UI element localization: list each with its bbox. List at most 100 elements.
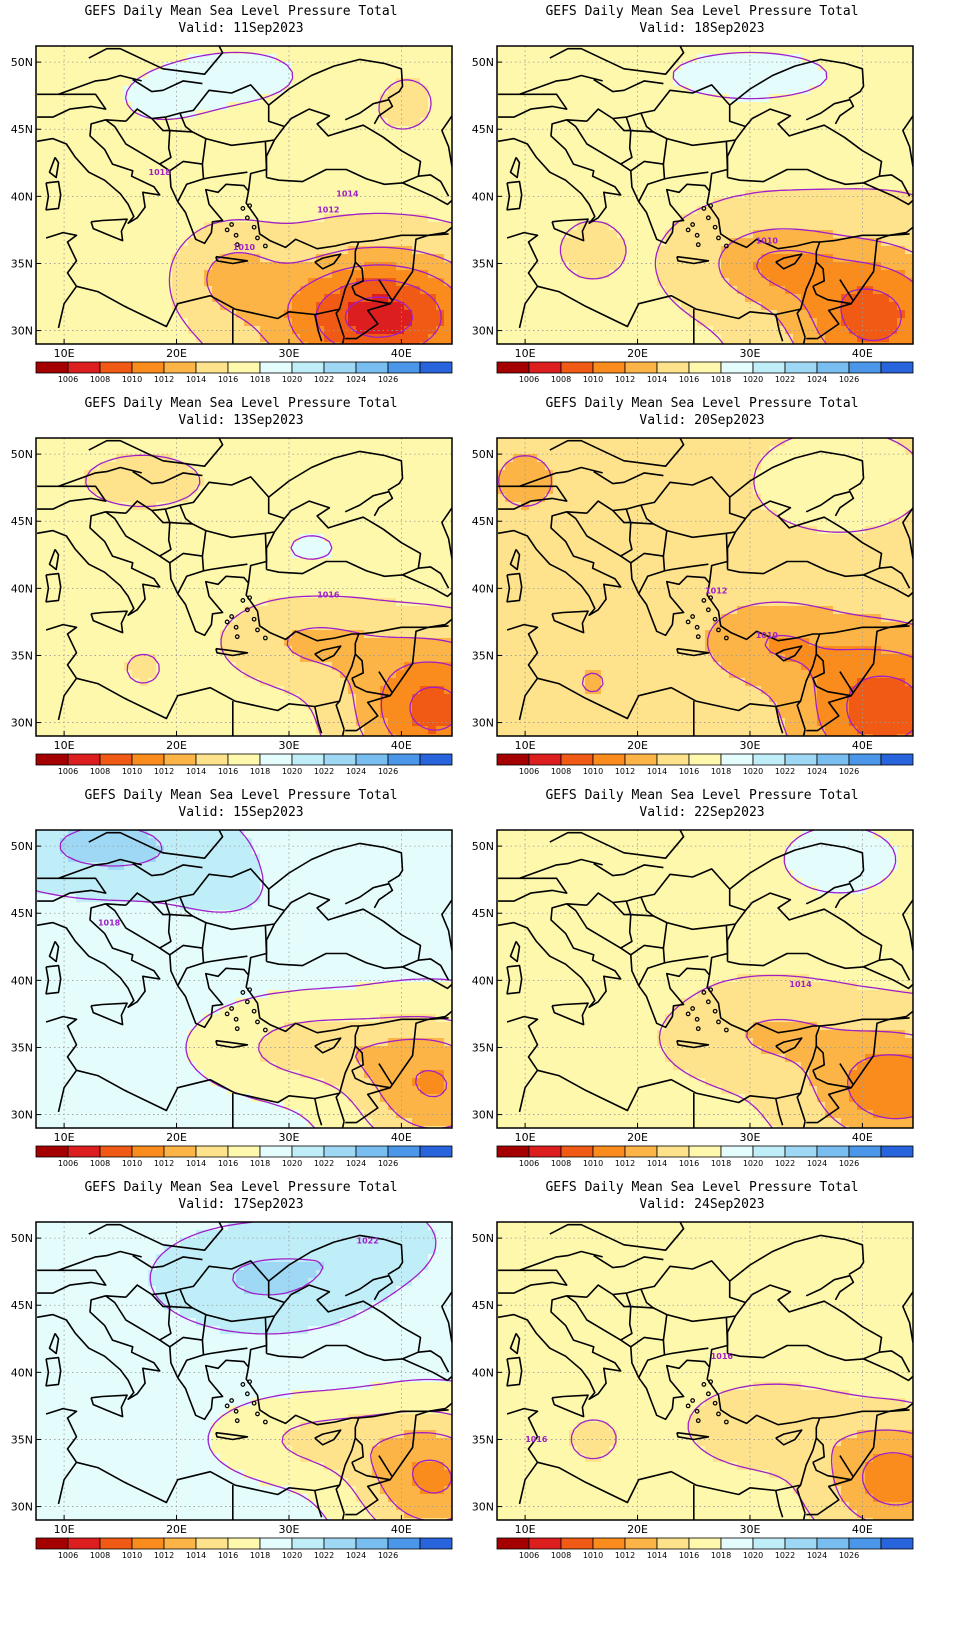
colorbar-swatch <box>387 753 421 766</box>
lon-tick-label: 30E <box>739 347 760 360</box>
lat-tick-label: 30N <box>472 717 494 730</box>
colorbar-swatch <box>720 1145 754 1158</box>
colorbar-label: 1010 <box>122 375 142 384</box>
graticule <box>36 830 452 1128</box>
colorbar-swatch <box>163 1537 197 1550</box>
graticule <box>497 46 913 344</box>
colorbar-label: 1022 <box>314 1159 334 1168</box>
graticule <box>36 1222 452 1520</box>
colorbar-label: 1012 <box>154 767 174 776</box>
colorbar-label: 1006 <box>58 375 78 384</box>
lat-tick-label: 40N <box>11 582 33 595</box>
colorbar-swatch <box>195 753 229 766</box>
graticule <box>497 830 913 1128</box>
colorbar-label: 1022 <box>775 1159 795 1168</box>
colorbar-label: 1008 <box>90 767 110 776</box>
colorbar-swatch <box>355 1537 389 1550</box>
colorbar-swatch <box>752 1145 786 1158</box>
panel-title: GEFS Daily Mean Sea Level Pressure Total <box>84 4 398 19</box>
colorbar-swatch <box>35 1537 69 1550</box>
lon-tick-label: 30E <box>278 739 299 752</box>
colorbar-swatch <box>528 1145 562 1158</box>
lat-tick-label: 40N <box>472 1366 494 1379</box>
lon-tick-label: 20E <box>627 1523 648 1536</box>
colorbar-swatch <box>784 361 818 374</box>
lat-tick-label: 40N <box>11 1366 33 1379</box>
colorbar-swatch <box>720 753 754 766</box>
colorbar-label: 1006 <box>519 375 539 384</box>
colorbar-label: 1008 <box>90 1159 110 1168</box>
isobar-label: 1010 <box>756 236 779 245</box>
colorbar-label: 1014 <box>186 1159 206 1168</box>
lon-tick-label: 10E <box>515 347 536 360</box>
colorbar-swatch <box>816 361 850 374</box>
lat-tick-label: 35N <box>11 1041 33 1054</box>
colorbar-swatch <box>560 361 594 374</box>
pressure-fill <box>36 46 452 344</box>
colorbar-swatch <box>227 1537 261 1550</box>
coastlines-borders <box>36 46 452 344</box>
colorbar-swatch <box>195 361 229 374</box>
isobar-label: 1016 <box>711 1352 734 1361</box>
lon-tick-label: 30E <box>278 1523 299 1536</box>
colorbar-swatch <box>784 1537 818 1550</box>
colorbar-swatch <box>163 753 197 766</box>
lat-tick-label: 45N <box>11 515 33 528</box>
colorbar-swatch <box>67 1537 101 1550</box>
lon-tick-label: 20E <box>166 1523 187 1536</box>
lat-tick-label: 50N <box>472 56 494 69</box>
colorbar-swatch <box>560 1537 594 1550</box>
colorbar-label: 1012 <box>615 1551 635 1560</box>
colorbar-label: 1010 <box>122 1551 142 1560</box>
colorbar-label: 1020 <box>282 375 302 384</box>
colorbar-label: 1008 <box>551 1551 571 1560</box>
lat-tick-label: 35N <box>472 1041 494 1054</box>
colorbar-label: 1018 <box>711 1159 731 1168</box>
pressure-map: 1018 1014 1012 1010 10E 20E 30E 40E 50N 45N 40N 35N… <box>11 45 453 384</box>
colorbar-swatch <box>880 361 914 374</box>
lat-tick-label: 30N <box>11 1109 33 1122</box>
colorbar-swatch <box>419 361 453 374</box>
lon-tick-label: 10E <box>54 1523 75 1536</box>
colorbar-label: 1016 <box>218 1551 238 1560</box>
map-panel-18Sep2023: GEFS Daily Mean Sea Level Pressure Total… <box>461 0 943 410</box>
colorbar-label: 1012 <box>615 375 635 384</box>
lat-tick-label: 45N <box>472 1299 494 1312</box>
map-panel-24Sep2023: GEFS Daily Mean Sea Level Pressure Total… <box>461 1176 943 1586</box>
map-panel-17Sep2023: GEFS Daily Mean Sea Level Pressure Total… <box>0 1176 482 1586</box>
colorbar-swatch <box>99 753 133 766</box>
colorbar-swatch <box>656 1145 690 1158</box>
colorbar-swatch <box>35 753 69 766</box>
lon-tick-label: 20E <box>627 739 648 752</box>
colorbar-label: 1008 <box>90 375 110 384</box>
panel-valid-date: Valid: 20Sep2023 <box>639 413 765 428</box>
colorbar-swatch <box>496 753 530 766</box>
isobar-label: 1012 <box>705 587 727 596</box>
isobars <box>124 51 452 344</box>
colorbar-label: 1006 <box>519 1159 539 1168</box>
colorbar-swatch <box>67 361 101 374</box>
isobar-label: 1014 <box>789 980 812 989</box>
coastlines-borders <box>36 830 452 1128</box>
colorbar-swatch <box>99 1145 133 1158</box>
colorbar-swatch <box>848 753 882 766</box>
colorbar-label: 1020 <box>743 1551 763 1560</box>
colorbar-label: 1026 <box>839 767 859 776</box>
colorbar-swatch <box>784 753 818 766</box>
colorbar-swatch <box>291 753 325 766</box>
colorbar-swatch <box>592 1145 626 1158</box>
colorbar-swatch <box>880 753 914 766</box>
lon-tick-label: 20E <box>627 1131 648 1144</box>
panel-valid-date: Valid: 22Sep2023 <box>639 805 765 820</box>
colorbar-label: 1020 <box>743 1159 763 1168</box>
lat-tick-label: 35N <box>472 257 494 270</box>
lat-tick-label: 30N <box>11 1501 33 1514</box>
colorbar-label: 1026 <box>378 1159 398 1168</box>
colorbar: 1006 1008 1010 1012 1014 1016 1018 1020 1022 1024… <box>496 753 914 776</box>
colorbar-swatch <box>131 753 165 766</box>
map-frame <box>496 1221 914 1521</box>
lat-tick-label: 50N <box>11 448 33 461</box>
colorbar-label: 1018 <box>711 767 731 776</box>
colorbar-swatch <box>624 1145 658 1158</box>
